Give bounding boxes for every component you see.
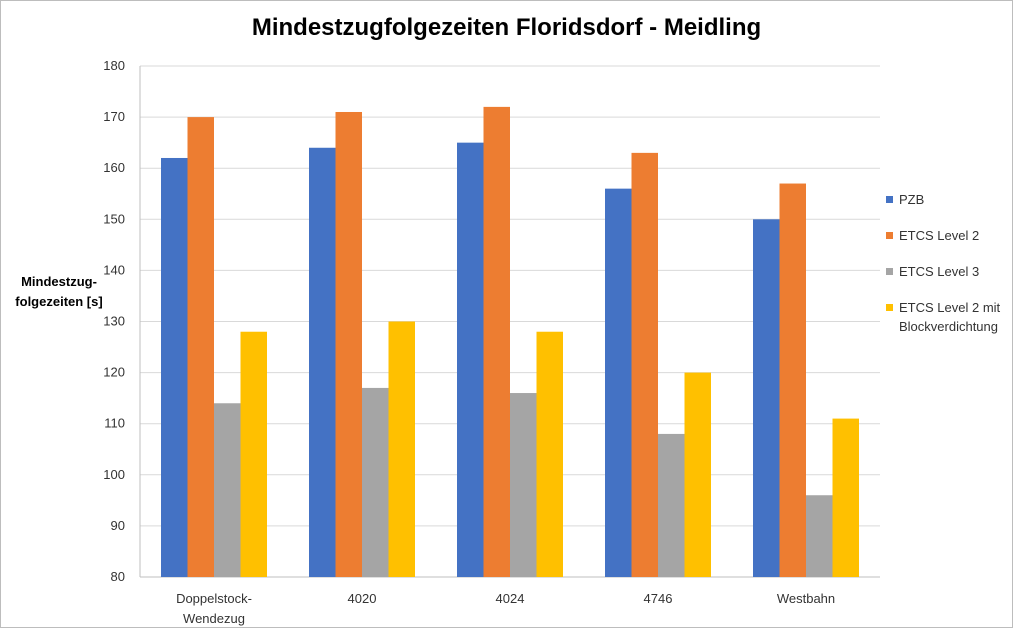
bar-etcs-level-2 [631,152,658,577]
bar-etcs-level-2 [187,117,214,577]
y-tick-label: 160 [103,160,125,175]
y-tick-label: 130 [103,314,125,329]
bar-etcs-level-2-mit-blockverdichtung [388,321,415,577]
bar-etcs-level-2-mit-blockverdichtung [684,372,711,577]
bar-etcs-level-3 [510,393,537,577]
legend-label: PZB [899,192,925,207]
legend-swatch [886,268,893,275]
legend-swatch [886,196,893,203]
legend-item: PZB [886,190,1013,209]
bar-pzb [457,142,484,577]
legend-label: ETCS Level 3 [899,264,980,279]
y-tick-label: 120 [103,365,125,380]
x-category-label: 4024 [496,591,525,606]
legend-item: ETCS Level 3 [886,262,1013,281]
bar-etcs-level-3 [658,433,685,577]
y-tick-label: 110 [104,416,125,431]
y-axis-label-line-2: folgezeiten [s] [15,294,103,309]
y-tick-label: 170 [103,109,125,124]
legend-swatch [886,232,893,239]
bar-etcs-level-3 [806,495,833,577]
bar-pzb [605,188,632,577]
y-axis-label-line-1: Mindestzug- [21,274,97,289]
bar-etcs-level-2 [779,183,806,577]
y-tick-label: 180 [103,58,125,73]
legend: PZB ETCS Level 2 ETCS Level 3 ETCS Level 2 … [886,190,1013,353]
bar-etcs-level-2-mit-blockverdichtung [832,418,859,577]
bar-etcs-level-2-mit-blockverdichtung [240,331,267,577]
legend-item: ETCS Level 2 [886,226,1013,245]
y-tick-label: 90 [111,518,125,533]
bar-pzb [753,219,780,578]
y-tick-label: 140 [103,262,125,277]
y-axis-label: Mindestzug- folgezeiten [s] [4,272,114,312]
legend-item: ETCS Level 2 mit Blockverdichtung [886,298,1013,336]
chart-title: Mindestzugfolgezeiten Floridsdorf - Meid… [251,14,762,41]
bar-pzb [309,147,336,577]
bar-pzb [161,157,188,578]
y-tick-label: 150 [103,211,125,226]
y-tick-label: 100 [103,467,125,482]
bar-etcs-level-2 [335,111,362,578]
x-category-label: 4746 [644,591,673,606]
bar-etcs-level-3 [214,403,241,577]
x-category-label: 4020 [348,591,377,606]
bar-etcs-level-2 [483,106,510,577]
bar-etcs-level-2-mit-blockverdichtung [536,331,563,577]
bar-etcs-level-3 [362,387,389,577]
x-category-label: Doppelstock- [176,591,252,606]
x-category-label: Westbahn [777,591,835,606]
x-category-label: Wendezug [183,611,245,626]
legend-label: ETCS Level 2 [899,228,980,243]
y-tick-label: 80 [111,569,125,584]
legend-label: ETCS Level 2 mit Blockverdichtung [899,300,1001,334]
legend-swatch [886,304,893,311]
